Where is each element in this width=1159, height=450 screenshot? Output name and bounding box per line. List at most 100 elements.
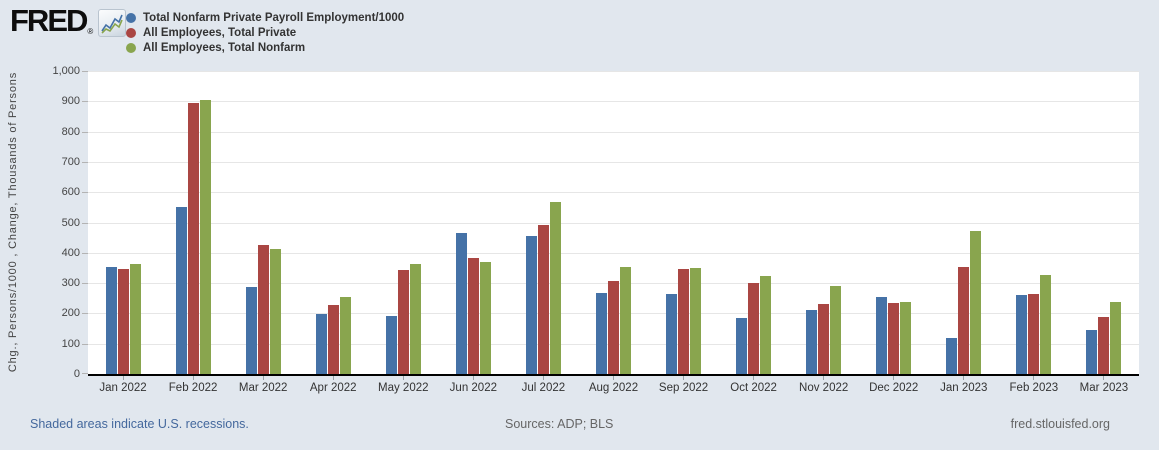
legend-item-0[interactable]: Total Nonfarm Private Payroll Employment… bbox=[126, 11, 404, 24]
bar[interactable] bbox=[1086, 330, 1098, 374]
bar-group-mar-2022 bbox=[228, 71, 298, 374]
bar[interactable] bbox=[690, 268, 702, 374]
bar[interactable] bbox=[818, 304, 830, 374]
fred-site-link[interactable]: fred.stlouisfed.org bbox=[1010, 417, 1110, 431]
bar[interactable] bbox=[888, 303, 900, 374]
x-tick-mark bbox=[542, 376, 544, 380]
bar[interactable] bbox=[958, 267, 970, 374]
bar[interactable] bbox=[397, 270, 409, 374]
x-tick-label: Feb 2022 bbox=[168, 382, 218, 394]
y-tick-label: 1,000 bbox=[52, 65, 80, 77]
bar[interactable] bbox=[467, 258, 479, 374]
x-tick-mark bbox=[612, 376, 614, 380]
bar[interactable] bbox=[537, 225, 549, 374]
bar[interactable] bbox=[315, 314, 327, 374]
bar[interactable] bbox=[970, 231, 982, 374]
bar[interactable] bbox=[1098, 317, 1110, 374]
x-axis-cell: Feb 2023 bbox=[999, 376, 1069, 394]
y-tick-mark bbox=[82, 222, 88, 224]
x-tick-mark bbox=[753, 376, 755, 380]
y-tick-mark bbox=[82, 252, 88, 254]
bar[interactable] bbox=[1016, 295, 1028, 374]
registered-trademark: ® bbox=[87, 27, 94, 36]
y-tick-mark bbox=[82, 131, 88, 133]
bar[interactable] bbox=[525, 236, 537, 374]
bar[interactable] bbox=[327, 305, 339, 374]
bar[interactable] bbox=[1040, 275, 1052, 374]
bar[interactable] bbox=[1110, 302, 1122, 374]
x-axis-cell: Dec 2022 bbox=[859, 376, 929, 394]
bar[interactable] bbox=[678, 269, 690, 374]
y-tick-label: 100 bbox=[61, 337, 80, 350]
gridline bbox=[88, 161, 1139, 163]
bar[interactable] bbox=[806, 310, 818, 374]
bar-group-apr-2022 bbox=[298, 71, 368, 374]
x-tick-label: Dec 2022 bbox=[869, 382, 919, 394]
bar[interactable] bbox=[339, 297, 351, 374]
fred-logo-text: FRED bbox=[10, 3, 88, 38]
y-axis-title-wrap: Chg., Persons/1000 , Change, Thousands o… bbox=[0, 71, 26, 374]
legend-label: All Employees, Total Private bbox=[143, 26, 297, 39]
x-tick-mark bbox=[472, 376, 474, 380]
bar-group-jun-2022 bbox=[438, 71, 508, 374]
bar[interactable] bbox=[830, 286, 842, 374]
bar-group-may-2022 bbox=[368, 71, 438, 374]
y-tick-mark bbox=[82, 343, 88, 345]
bar-group-sep-2022 bbox=[649, 71, 719, 374]
bar[interactable] bbox=[607, 281, 619, 374]
gridline bbox=[88, 131, 1139, 133]
recession-note-link[interactable]: Shaded areas indicate U.S. recessions. bbox=[30, 417, 249, 431]
bar[interactable] bbox=[619, 267, 631, 374]
x-tick-mark bbox=[122, 376, 124, 380]
legend-item-2[interactable]: All Employees, Total Nonfarm bbox=[126, 41, 404, 54]
x-tick-mark bbox=[262, 376, 264, 380]
bar[interactable] bbox=[595, 293, 607, 374]
y-tick-label: 500 bbox=[61, 216, 80, 229]
bar[interactable] bbox=[876, 297, 888, 374]
bar-group-feb-2022 bbox=[158, 71, 228, 374]
y-tick-label: 300 bbox=[61, 277, 80, 290]
bar[interactable] bbox=[117, 269, 129, 374]
bar[interactable] bbox=[455, 233, 467, 374]
bar[interactable] bbox=[129, 264, 141, 374]
x-axis-cell: Jan 2023 bbox=[929, 376, 999, 394]
x-axis-cell: Nov 2022 bbox=[789, 376, 859, 394]
x-tick-label: Aug 2022 bbox=[588, 382, 639, 394]
x-tick-label: Jan 2022 bbox=[99, 382, 147, 394]
bar[interactable] bbox=[760, 276, 772, 374]
bar[interactable] bbox=[199, 100, 211, 374]
bar[interactable] bbox=[409, 264, 421, 374]
bar[interactable] bbox=[736, 318, 748, 374]
bar[interactable] bbox=[269, 249, 281, 374]
bar[interactable] bbox=[245, 287, 257, 374]
x-tick-mark bbox=[893, 376, 895, 380]
x-tick-mark bbox=[823, 376, 825, 380]
bar[interactable] bbox=[479, 262, 491, 374]
bar[interactable] bbox=[900, 302, 912, 374]
bar[interactable] bbox=[748, 283, 760, 374]
legend-item-1[interactable]: All Employees, Total Private bbox=[126, 26, 404, 39]
legend-dot-icon bbox=[126, 27, 136, 38]
y-tick-mark bbox=[82, 373, 88, 374]
x-tick-label: Jun 2022 bbox=[449, 382, 497, 394]
fred-logo[interactable]: FRED ® bbox=[10, 3, 127, 38]
bar[interactable] bbox=[175, 207, 187, 374]
bar-group-jan-2023 bbox=[929, 71, 999, 374]
bar[interactable] bbox=[946, 338, 958, 374]
x-axis-cell: Mar 2022 bbox=[228, 376, 298, 394]
bar[interactable] bbox=[105, 267, 117, 374]
x-tick-label: Oct 2022 bbox=[730, 382, 777, 394]
x-tick-label: Jan 2023 bbox=[940, 382, 988, 394]
x-tick-label: Sep 2022 bbox=[658, 382, 709, 394]
x-tick-mark bbox=[1103, 376, 1105, 380]
x-tick-label: Mar 2023 bbox=[1079, 382, 1129, 394]
bar[interactable] bbox=[385, 316, 397, 374]
bar[interactable] bbox=[666, 294, 678, 374]
bar[interactable] bbox=[257, 245, 269, 374]
bar[interactable] bbox=[187, 103, 199, 374]
x-tick-mark bbox=[402, 376, 404, 380]
bar-group-feb-2023 bbox=[999, 71, 1069, 374]
bar[interactable] bbox=[1028, 294, 1040, 374]
bar[interactable] bbox=[549, 202, 561, 374]
